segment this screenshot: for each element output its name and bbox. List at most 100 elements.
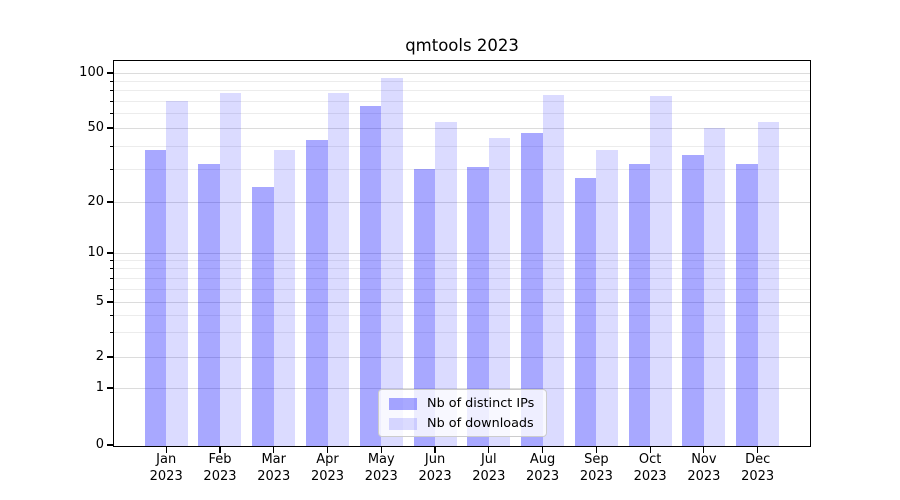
x-tick-label: Dec 2023	[726, 452, 790, 485]
bar-distinct-ips	[144, 150, 167, 446]
bar-distinct-ips	[252, 187, 274, 446]
x-tick-label: Jan 2023	[134, 452, 198, 485]
x-tick-mark	[541, 447, 544, 453]
gridline-major	[114, 301, 810, 303]
bar-distinct-ips	[198, 164, 220, 446]
x-tick-mark	[380, 447, 382, 453]
bar-distinct-ips	[306, 140, 328, 446]
gridline-major	[114, 252, 810, 254]
bar-downloads	[596, 150, 618, 446]
x-tick-label-year: 2023	[203, 468, 237, 484]
x-tick-mark	[434, 447, 436, 453]
y-minor-tick-mark	[109, 80, 113, 82]
y-minor-tick-mark	[109, 100, 113, 102]
gridline-major	[114, 127, 810, 129]
gridline-minor	[114, 145, 810, 147]
y-tick-label: 20	[87, 194, 104, 209]
x-tick-label-year: 2023	[418, 468, 452, 484]
gridline-minor	[114, 113, 810, 115]
y-minor-tick-mark	[109, 145, 113, 147]
y-tick-mark	[106, 444, 113, 446]
bar-distinct-ips	[521, 132, 543, 446]
chart-title: qmtools 2023	[405, 36, 519, 55]
x-tick-mark	[219, 447, 221, 453]
x-tick-label: Jun 2023	[403, 452, 467, 485]
gridline-minor	[114, 268, 810, 270]
legend-label: Nb of downloads	[427, 416, 534, 431]
bar-downloads	[757, 121, 780, 446]
x-tick-label-year: 2023	[633, 468, 667, 484]
x-tick-mark	[649, 447, 651, 453]
x-tick-label-year: 2023	[149, 468, 183, 484]
x-tick-mark	[165, 447, 167, 453]
y-tick-mark	[106, 72, 113, 74]
legend-entry-downloads: Nb of downloads	[389, 416, 538, 431]
y-minor-tick-mark	[109, 332, 113, 334]
gridline-minor	[114, 277, 810, 279]
legend-swatch-distinct-ips	[389, 397, 417, 410]
bar-distinct-ips	[467, 166, 489, 446]
x-tick-label-year: 2023	[687, 468, 721, 484]
y-minor-tick-mark	[109, 90, 113, 92]
bar-downloads	[381, 77, 403, 446]
bar-distinct-ips	[574, 177, 597, 446]
y-minor-tick-mark	[109, 259, 113, 261]
y-tick-mark	[106, 356, 113, 358]
gridline-major	[114, 201, 810, 203]
y-minor-tick-mark	[109, 314, 113, 316]
x-tick-label: May 2023	[349, 452, 413, 485]
legend-swatch-downloads	[389, 417, 417, 430]
bar-downloads	[703, 128, 726, 446]
gridline-minor	[114, 259, 810, 261]
y-minor-tick-mark	[109, 277, 113, 279]
bar-downloads	[327, 92, 349, 446]
gridline-minor	[114, 90, 810, 92]
y-tick-label: 100	[79, 65, 104, 80]
x-tick-label: Mar 2023	[242, 452, 306, 485]
x-tick-label: Feb 2023	[188, 452, 252, 485]
y-minor-tick-mark	[109, 268, 113, 270]
x-tick-label-year: 2023	[526, 468, 560, 484]
bar-distinct-ips	[413, 169, 436, 446]
x-tick-label: Oct 2023	[618, 452, 682, 485]
y-tick-label: 0	[95, 437, 104, 452]
gridline-major	[114, 72, 810, 74]
y-minor-tick-mark	[109, 288, 113, 290]
bar-downloads	[650, 95, 672, 446]
x-tick-label-year: 2023	[741, 468, 775, 484]
bar-downloads	[542, 94, 565, 446]
x-tick-label: Sep 2023	[564, 452, 628, 485]
x-tick-label: Aug 2023	[511, 452, 575, 485]
x-tick-label-year: 2023	[257, 468, 291, 484]
gridline-major	[114, 356, 810, 358]
y-tick-mark	[106, 201, 113, 203]
y-tick-mark	[106, 127, 113, 129]
bar-downloads	[273, 150, 296, 446]
bar-distinct-ips	[682, 154, 704, 446]
bar-downloads	[166, 101, 188, 446]
x-tick-mark	[595, 447, 597, 453]
bar-downloads	[488, 138, 511, 446]
y-minor-tick-mark	[109, 113, 113, 115]
y-tick-mark	[106, 252, 113, 254]
y-tick-label: 2	[95, 349, 104, 364]
gridline-minor	[114, 332, 810, 334]
x-tick-label: Apr 2023	[296, 452, 360, 485]
legend-entry-distinct-ips: Nb of distinct IPs	[389, 396, 538, 411]
y-tick-mark	[106, 301, 113, 303]
bar-downloads	[219, 92, 242, 446]
x-tick-mark	[488, 447, 490, 453]
gridline-minor	[114, 80, 810, 82]
x-tick-label-year: 2023	[472, 468, 506, 484]
x-tick-label-year: 2023	[310, 468, 345, 484]
y-tick-label: 5	[95, 294, 104, 309]
y-tick-label: 1	[95, 380, 104, 395]
gridline-minor	[114, 100, 810, 102]
gridline-minor	[114, 314, 810, 316]
gridline-minor	[114, 288, 810, 290]
bar-downloads	[435, 121, 457, 446]
bar-distinct-ips	[628, 164, 651, 446]
y-minor-tick-mark	[109, 168, 113, 170]
gridline-major	[114, 387, 810, 389]
